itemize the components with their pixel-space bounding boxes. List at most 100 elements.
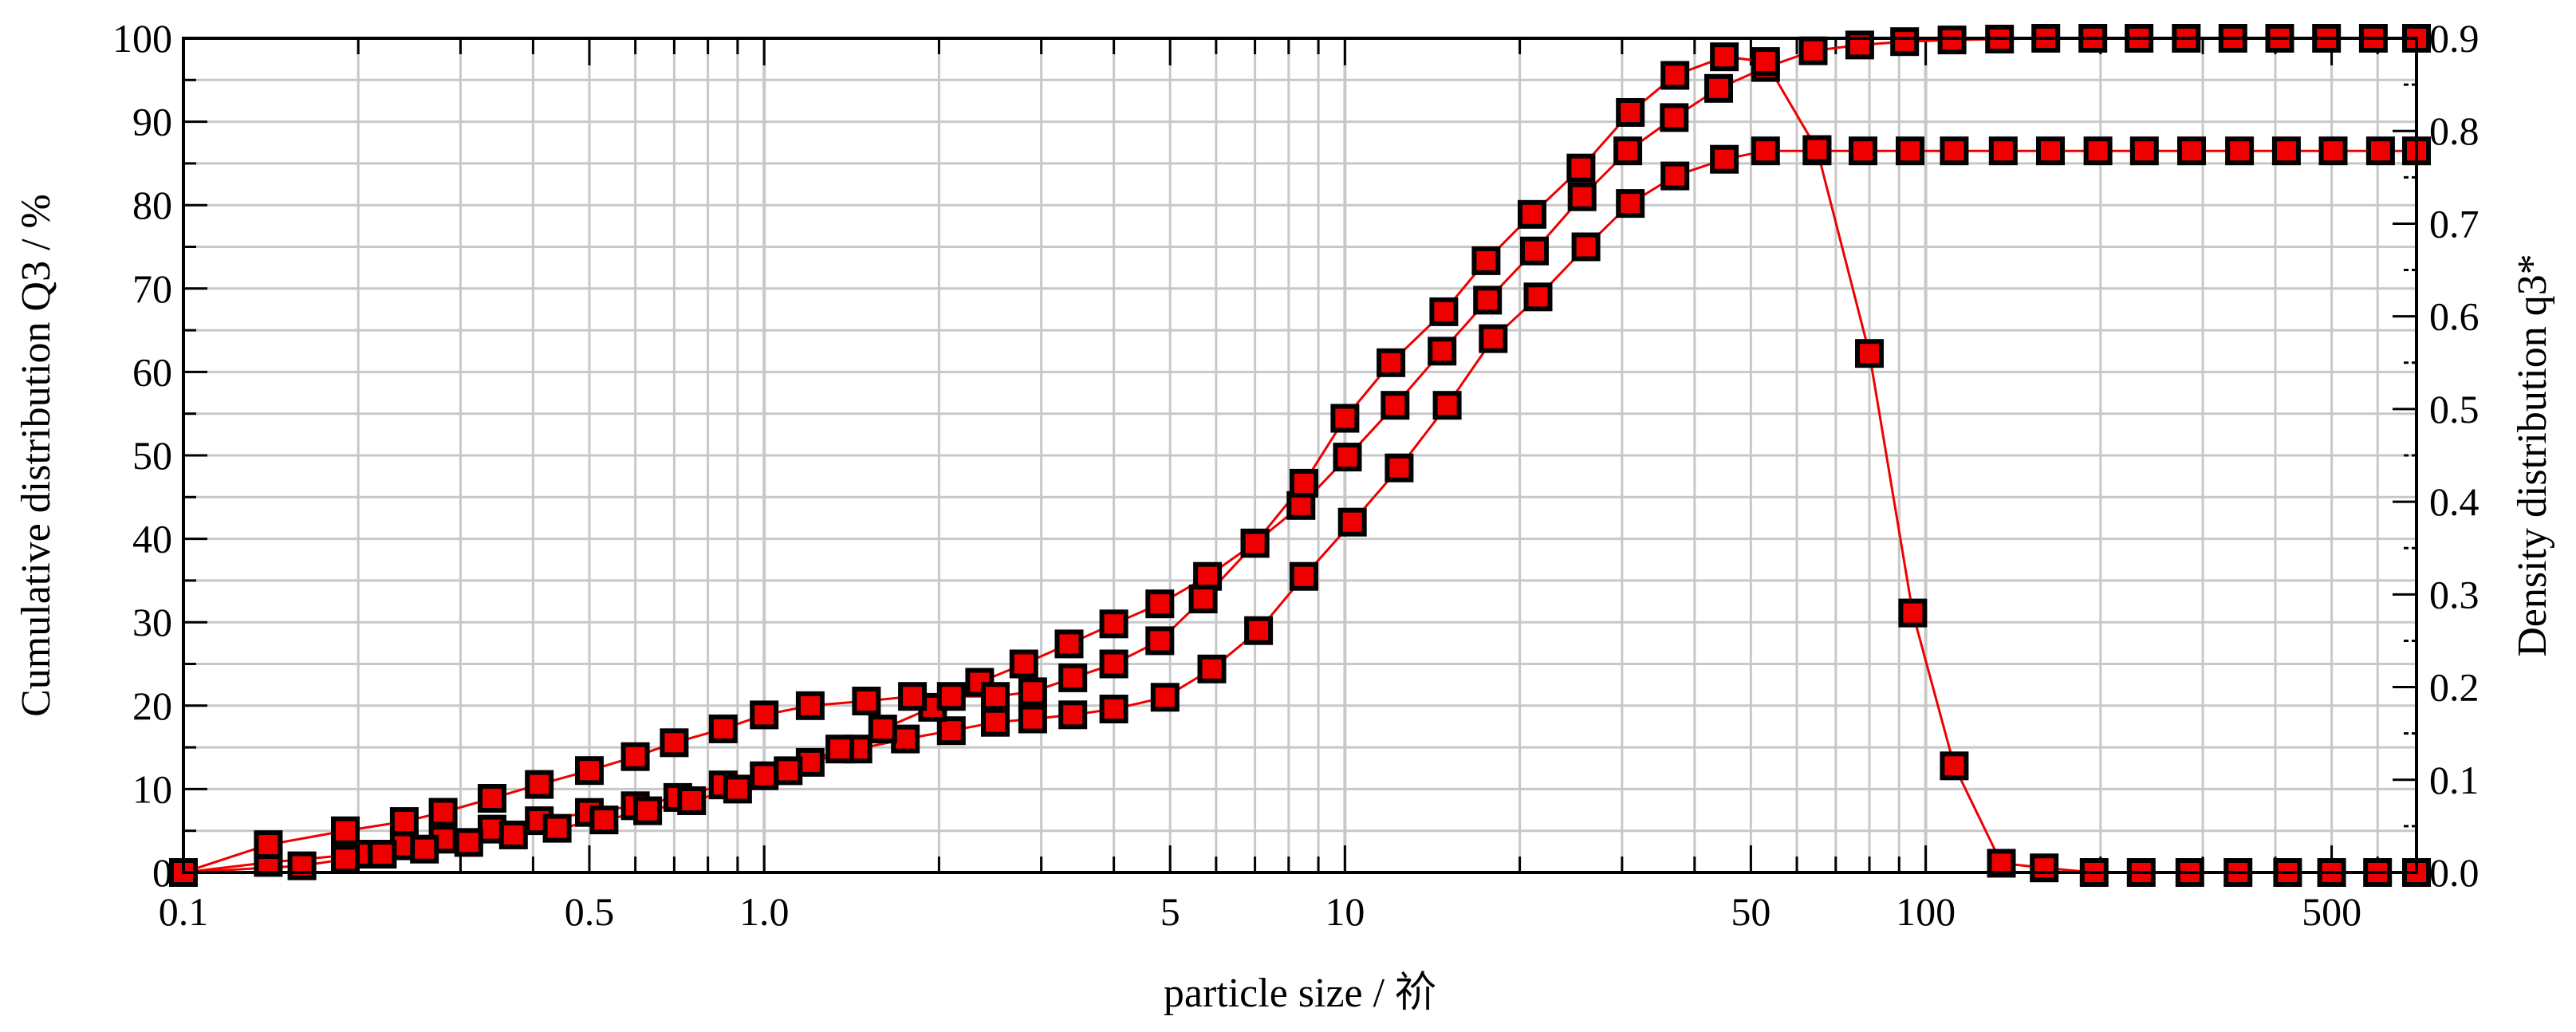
- series-1-point: [1385, 453, 1414, 483]
- x-tick-label: 100: [1896, 889, 1956, 934]
- series-3-point: [575, 756, 604, 786]
- y-left-tick-label: 30: [132, 600, 172, 644]
- series-1-point: [1432, 391, 1462, 420]
- y-left-tick-label: 70: [132, 266, 172, 311]
- series-2-point: [368, 840, 397, 869]
- series-1-point: [2177, 136, 2206, 166]
- y-right-tick-label: 0.0: [2429, 850, 2479, 895]
- series-3-point: [389, 807, 419, 837]
- y-left-tick-label: 0: [152, 850, 172, 895]
- y-left-tick-label: 20: [132, 683, 172, 728]
- series-1-point: [1197, 654, 1227, 683]
- series-3-point: [1566, 153, 1596, 183]
- series-1-point: [2225, 136, 2255, 166]
- series-3-point: [1802, 135, 1832, 164]
- series-1-point: [2083, 136, 2113, 166]
- y-left-tick-label: 80: [132, 183, 172, 227]
- y-right-tick-label: 0.1: [2429, 758, 2479, 802]
- y-right-axis-title: Density distribution q3*: [2510, 254, 2555, 657]
- series-3-point: [478, 784, 506, 813]
- series-2-point: [1054, 629, 1084, 659]
- series-1-point: [1751, 136, 1780, 166]
- tick-labels: 0.1 0.5 1.0 5 10 50 100 500 0 10 20 30 40 50 60 70 80 90 1…: [112, 16, 2479, 934]
- series-3-point: [750, 700, 779, 730]
- series-1-point: [1988, 136, 2018, 166]
- series-3-point: [1330, 404, 1360, 433]
- series-3-point: [1710, 42, 1739, 72]
- y-left-tick-label: 60: [132, 349, 172, 394]
- y-left-tick-label: 40: [132, 517, 172, 561]
- y-right-tick-label: 0.3: [2429, 572, 2479, 616]
- series-2-point: [454, 828, 483, 857]
- series-1-point: [2036, 136, 2065, 166]
- series-2-point: [774, 756, 803, 786]
- grid-lines: [182, 37, 2418, 874]
- y-right-tick-label: 0.4: [2429, 479, 2479, 524]
- series-1-point: [2271, 136, 2301, 166]
- series-3-point: [660, 728, 689, 758]
- series-3-point: [1099, 649, 1128, 679]
- series-2-point: [331, 845, 360, 874]
- y-left-tick-label: 50: [132, 433, 172, 478]
- x-tick-label: 0.5: [565, 889, 615, 934]
- series-1-point: [1523, 282, 1553, 312]
- series-1-point: [891, 724, 920, 754]
- series-2-point: [410, 834, 439, 864]
- series-2-point: [1937, 26, 1967, 55]
- series-2-point: [1428, 337, 1457, 366]
- series-3-line: [183, 55, 2416, 874]
- series-3-point: [981, 682, 1010, 711]
- y-right-tick-label: 0.9: [2429, 16, 2479, 61]
- series-2-point: [1845, 30, 1874, 60]
- series-3-point: [936, 682, 966, 711]
- series-2-point: [1660, 103, 1689, 132]
- x-tick-label: 0.1: [159, 889, 209, 934]
- y-right-tick-label: 0.2: [2429, 665, 2479, 710]
- x-tick-label: 50: [1731, 889, 1771, 934]
- series-1-point: [2318, 136, 2348, 166]
- series-2-point: [825, 735, 855, 764]
- series-3-point: [1471, 246, 1501, 275]
- series-2-point: [1381, 391, 1410, 420]
- series-1-point: [2365, 136, 2395, 166]
- series-3-point: [1240, 529, 1270, 558]
- series-2-point: [1520, 236, 1549, 266]
- series-1-point: [1849, 136, 1877, 166]
- series-2-point: [1333, 443, 1362, 472]
- series-1-point: [1150, 683, 1180, 712]
- y-right-tick-label: 0.8: [2429, 108, 2479, 153]
- series-3-point: [525, 770, 554, 799]
- series-1-point: [1896, 136, 1924, 166]
- series-3-point: [1188, 585, 1218, 614]
- series-1-point: [1479, 324, 1508, 353]
- series-3-point: [1660, 61, 1690, 90]
- series-3-point: [1058, 663, 1088, 692]
- series-2-point: [1145, 589, 1175, 619]
- series-1-point: [1244, 616, 1274, 645]
- series-1-point: [2129, 136, 2159, 166]
- series-3-point: [1018, 677, 1047, 707]
- series-2-point: [1099, 609, 1128, 639]
- series-3-point: [2030, 853, 2059, 883]
- series-3-point: [1518, 199, 1546, 229]
- series-3-point: [1290, 468, 1318, 498]
- series-3-point: [1616, 98, 1645, 127]
- y-left-tick-label: 100: [112, 16, 172, 61]
- series-3-point: [1898, 598, 1928, 628]
- series-1-point: [981, 707, 1010, 737]
- y-right-tick-label: 0.7: [2429, 201, 2479, 246]
- series-3-point: [1145, 626, 1175, 656]
- series-2-point: [633, 796, 663, 825]
- series-1-point: [1290, 561, 1318, 591]
- series-1-point: [750, 761, 779, 790]
- series-2-point: [589, 806, 619, 835]
- series-3-point: [331, 816, 360, 845]
- x-tick-label: 1.0: [739, 889, 790, 934]
- series-3-point: [1940, 751, 1969, 781]
- series-2-point: [1613, 136, 1643, 166]
- series-1-point: [936, 716, 966, 746]
- series-2-point: [1473, 286, 1503, 315]
- series-1-point: [1571, 232, 1601, 262]
